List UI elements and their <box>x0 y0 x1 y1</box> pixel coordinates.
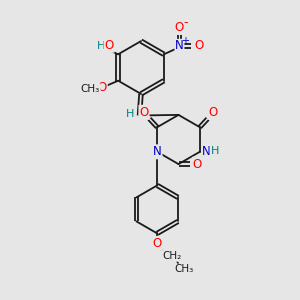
Text: O: O <box>104 39 114 52</box>
Text: H: H <box>211 146 219 156</box>
Text: O: O <box>194 39 203 52</box>
Text: H: H <box>97 41 105 51</box>
Text: CH₃: CH₃ <box>175 264 194 274</box>
Text: -: - <box>184 16 188 29</box>
Text: N: N <box>153 145 162 158</box>
Text: +: + <box>182 35 190 46</box>
Text: O: O <box>208 106 217 119</box>
Text: CH₃: CH₃ <box>81 84 100 94</box>
Text: O: O <box>175 21 184 34</box>
Text: N: N <box>175 39 184 52</box>
Text: O: O <box>153 237 162 250</box>
Text: O: O <box>98 81 107 94</box>
Text: CH₂: CH₂ <box>162 251 181 261</box>
Text: O: O <box>140 106 148 119</box>
Text: H: H <box>126 109 134 119</box>
Text: O: O <box>193 158 202 171</box>
Text: N: N <box>202 145 211 158</box>
